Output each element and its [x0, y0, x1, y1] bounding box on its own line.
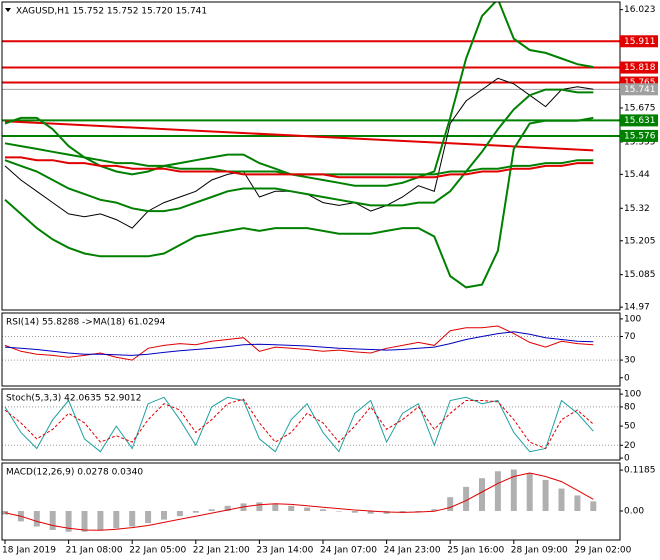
- level-tag: [620, 61, 658, 74]
- y-tick-label: 16.023: [624, 5, 656, 15]
- histogram-bar: [463, 486, 470, 511]
- y-tick-label: 0: [624, 373, 630, 383]
- histogram-bar: [510, 469, 517, 511]
- panel-frame: [1, 1, 621, 311]
- histogram-bar: [320, 509, 326, 511]
- series-line: [4, 396, 594, 453]
- histogram-bar: [224, 505, 231, 511]
- series-line: [4, 331, 594, 356]
- x-tick-label: 24 Jan 07:00: [320, 546, 377, 556]
- histogram-bar: [304, 507, 311, 511]
- histogram-bar: [479, 478, 485, 511]
- y-tick-label: 15.675: [624, 103, 656, 113]
- level-tag: [620, 35, 658, 48]
- x-tick-label: 23 Jan 14:00: [256, 546, 313, 556]
- y-tick-label: 100: [624, 390, 641, 400]
- series-line: [4, 398, 594, 450]
- y-tick-label: 50: [624, 422, 636, 432]
- panel-title: RSI(14) 55.8288 ->MA(18) 61.0294: [6, 318, 166, 328]
- histogram-bar: [335, 510, 342, 512]
- x-tick-label: 22 Jan 21:00: [193, 546, 250, 556]
- panel: [2, 325, 620, 361]
- histogram-bar: [590, 501, 597, 511]
- histogram-bar: [33, 510, 40, 527]
- y-tick-label: 20: [624, 441, 636, 451]
- level-label: 15.818: [624, 63, 656, 73]
- histogram-bar: [542, 479, 549, 511]
- y-tick-label: 14.97: [624, 303, 650, 313]
- x-tick-label: 29 Jan 02:00: [574, 546, 631, 556]
- panel-frame: [1, 388, 621, 461]
- y-tick-label: 15.085: [624, 270, 656, 280]
- y-tick-label: 70: [624, 332, 636, 342]
- histogram-bar: [399, 510, 406, 513]
- series-line: [5, 156, 594, 179]
- x-tick-label: 25 Jan 16:00: [447, 546, 504, 556]
- y-tick-label: 15.32: [624, 204, 650, 214]
- histogram-bar: [192, 510, 199, 513]
- header-icon: [5, 8, 11, 12]
- x-tick-label: 21 Jan 08:00: [66, 546, 123, 556]
- histogram-bar: [558, 488, 565, 511]
- histogram-bar: [256, 502, 263, 511]
- level-label: 15.911: [624, 37, 656, 47]
- panel-frame: [1, 312, 621, 387]
- level-tag: [620, 114, 658, 127]
- histogram-bar: [447, 497, 454, 511]
- y-tick-label: 80: [624, 402, 636, 412]
- y-tick-label: 15.555: [624, 137, 656, 147]
- panel: [2, 396, 620, 453]
- level-label: 15.631: [624, 116, 656, 126]
- histogram-bar: [351, 510, 358, 513]
- series-line: [4, 325, 594, 361]
- trend-line: [4, 120, 594, 152]
- histogram-bar: [431, 509, 438, 511]
- panel-frame: [1, 462, 621, 541]
- histogram-bar: [367, 510, 374, 514]
- histogram-bar: [65, 510, 72, 532]
- histogram-bar: [129, 510, 136, 527]
- panel-title: Stoch(5,3,3) 42.0635 52.9012: [6, 394, 141, 404]
- y-tick-label: 15.205: [624, 236, 656, 246]
- x-tick-label: 22 Jan 05:00: [129, 546, 186, 556]
- series-line: [4, 88, 594, 213]
- x-tick-label: 28 Jan 09:00: [511, 546, 568, 556]
- histogram-bar: [526, 473, 533, 511]
- histogram-bar: [145, 510, 152, 524]
- level-label: 15.576: [624, 131, 656, 141]
- histogram-bar: [97, 510, 104, 530]
- series-line: [4, 116, 594, 289]
- x-tick-label: 18 Jan 2019: [2, 546, 56, 556]
- histogram-bar: [49, 510, 56, 530]
- level-label: 15.741: [624, 85, 656, 95]
- y-tick-label: 0: [624, 454, 630, 464]
- y-tick-label: 100: [624, 314, 641, 324]
- level-label: 15.765: [624, 78, 656, 88]
- histogram-bar: [161, 510, 167, 520]
- y-tick-label: 15.44: [624, 170, 650, 180]
- y-tick-label: 30: [624, 356, 636, 366]
- level-tag: [620, 83, 658, 96]
- histogram-bar: [574, 495, 581, 511]
- y-tick-label: 0.1185: [624, 466, 656, 476]
- histogram-bar: [208, 509, 215, 511]
- histogram-bar: [272, 504, 279, 511]
- histogram-bar: [176, 510, 183, 517]
- level-tag: [620, 129, 658, 142]
- histogram-bar: [113, 510, 120, 529]
- histogram-bar: [494, 471, 501, 511]
- histogram-bar: [81, 510, 88, 532]
- series-line: [4, 472, 594, 531]
- histogram-bar: [415, 510, 422, 512]
- panel-title: XAGUSD,H1 15.752 15.752 15.720 15.741: [16, 7, 207, 17]
- y-tick-label: 0.00: [624, 506, 644, 516]
- panel-title: MACD(12,26,9) 0.0278 0.0340: [6, 468, 143, 478]
- histogram-bar: [288, 505, 295, 511]
- panel: [2, 469, 597, 532]
- x-tick-label: 24 Jan 23:00: [384, 546, 441, 556]
